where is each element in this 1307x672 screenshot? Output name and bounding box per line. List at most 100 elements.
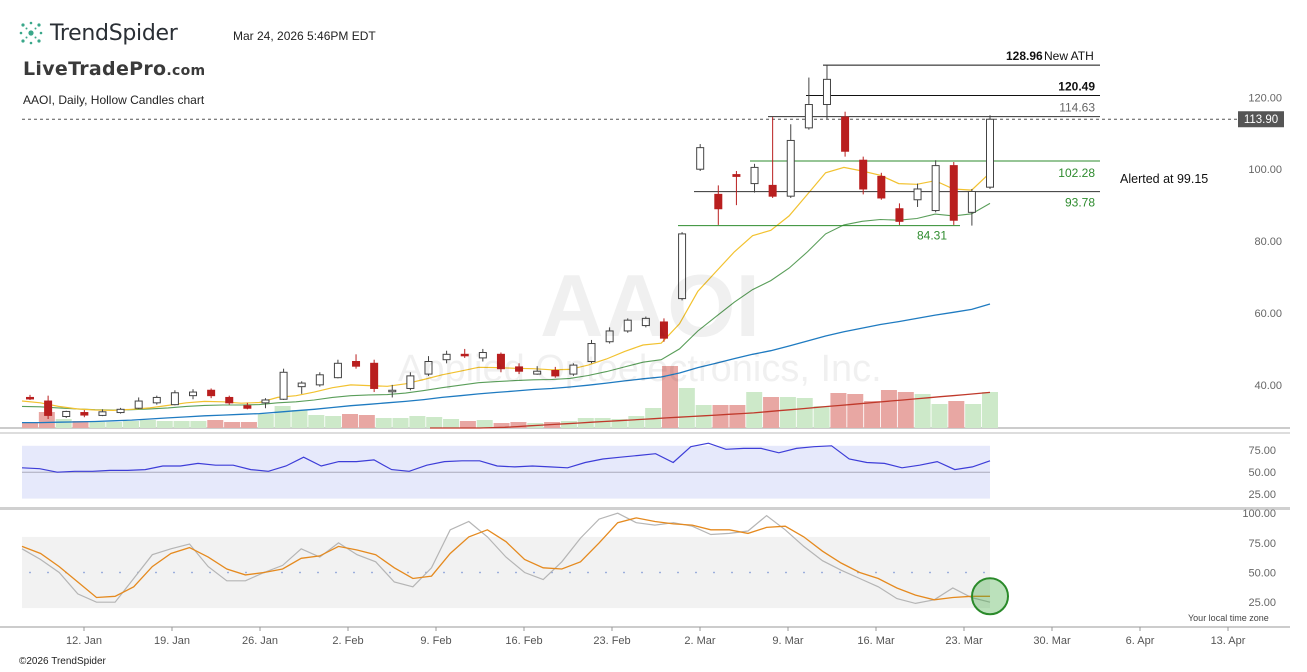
candle-body [533, 370, 542, 375]
candle-body [189, 391, 198, 397]
volume-bar [173, 421, 190, 428]
stoch-midline-dot [479, 571, 481, 574]
volume-bar [156, 421, 173, 428]
stoch-midline-dot [947, 571, 949, 574]
brand-name: TrendSpider [50, 20, 178, 46]
sma-50-line [22, 303, 991, 424]
stoch-d-line [21, 517, 990, 601]
candle-body [98, 411, 107, 416]
volume-bar [106, 422, 123, 428]
volume-bar [443, 419, 460, 428]
ema-fast-line [21, 166, 991, 412]
stoch-midline-dot [209, 571, 211, 574]
candle-body [696, 147, 705, 170]
candle-body [605, 330, 614, 343]
candle-body [768, 184, 777, 197]
separator-bar [0, 507, 1290, 510]
stoch-midline-dot [875, 571, 877, 574]
candle-body [551, 369, 560, 377]
stoch-midline-dot [29, 571, 31, 574]
level-label: 120.49 [1058, 80, 1095, 94]
candle-body [370, 362, 379, 389]
stoch-k-line [21, 512, 991, 605]
stoch-midline-dot [173, 571, 175, 574]
rsi-panel: 75.00 50.00 25.00 [21, 442, 1276, 501]
candle-body [841, 116, 850, 152]
stoch-midline-dot [353, 571, 355, 574]
volume-bar [72, 421, 89, 428]
volume-bar [493, 423, 510, 428]
copyright: ©2026 TrendSpider [19, 656, 106, 667]
volume-bar [375, 418, 392, 428]
candle-body [732, 174, 741, 177]
volume-bar [695, 405, 712, 428]
volume-bar [813, 406, 830, 428]
stoch-midline-dot [155, 571, 157, 574]
candle-body [225, 396, 234, 404]
price-axis: 40.00 60.00 80.00 100.00 120.00 [1248, 92, 1282, 392]
candle-body [315, 374, 324, 386]
stoch-midline-dot [47, 571, 49, 574]
candle-body [714, 193, 723, 210]
time-tick-label: 9. Mar [772, 635, 804, 647]
stoch-midline-dot [677, 571, 679, 574]
timezone-note: Your local time zone [1188, 613, 1269, 623]
volume-bar [712, 405, 729, 428]
stoch-midline-dot [533, 571, 535, 574]
rsi-tick-label: 75.00 [1248, 445, 1276, 457]
volume-bar [880, 390, 897, 428]
volume-bar [426, 417, 443, 428]
candle-body [279, 371, 288, 400]
trendspider-spider-icon [19, 21, 43, 45]
candle-body [986, 118, 994, 188]
candle-body [207, 389, 216, 397]
level-label-ath: 128.96 [1006, 49, 1043, 63]
volume-bar [224, 422, 241, 428]
volume-bar [931, 404, 948, 428]
time-tick-label: 6. Apr [1126, 635, 1155, 647]
candle-body [352, 361, 361, 367]
volume-bar [392, 418, 409, 428]
candle-body [949, 165, 958, 221]
stochastic-panel: 100.00 75.00 50.00 25.00 [21, 508, 1276, 616]
trendspider-logo[interactable]: TrendSpider [18, 20, 178, 46]
volume-bar [190, 421, 207, 428]
stoch-midline-dot [569, 571, 571, 574]
chart-subtitle: AAOI, Daily, Hollow Candles chart [23, 93, 205, 107]
volume-bar [729, 405, 746, 428]
candle-body [786, 139, 795, 197]
volume-bar [864, 401, 881, 428]
moving-averages [21, 166, 991, 429]
candle-body [424, 361, 433, 375]
stoch-midline-dot [623, 571, 625, 574]
candle-body [116, 408, 125, 414]
stoch-midline-dot [767, 571, 769, 574]
volume-bar [897, 392, 914, 428]
time-tick-label: 16. Mar [857, 635, 895, 647]
stoch-midline-dot [335, 571, 337, 574]
stoch-tick-label: 25.00 [1248, 597, 1276, 609]
stoch-midline-dot [713, 571, 715, 574]
candle-body [967, 190, 976, 213]
stoch-midline-dot [749, 571, 751, 574]
stoch-midline-dot [641, 571, 643, 574]
volume-bar [662, 366, 678, 428]
volume-bar [342, 414, 358, 428]
chart-datetime: Mar 24, 2026 5:46PM EDT [233, 29, 376, 43]
volume-bar [763, 397, 780, 428]
stoch-midline-dot [227, 571, 229, 574]
candle-body [170, 392, 179, 406]
candle-body [804, 104, 813, 129]
candle-body [750, 166, 759, 185]
alert-annotation: Alerted at 99.15 [1120, 172, 1209, 186]
stoch-midline-dot [299, 571, 301, 574]
stoch-midline-dot [695, 571, 697, 574]
volume-bar [139, 420, 156, 428]
time-tick-label: 9. Feb [420, 635, 451, 647]
volume-bar [948, 401, 965, 428]
volume-bar [325, 416, 342, 428]
stoch-band [22, 536, 990, 609]
stoch-midline-dot [731, 571, 733, 574]
livetradepro-logo: LiveTradePro.com [23, 58, 205, 80]
